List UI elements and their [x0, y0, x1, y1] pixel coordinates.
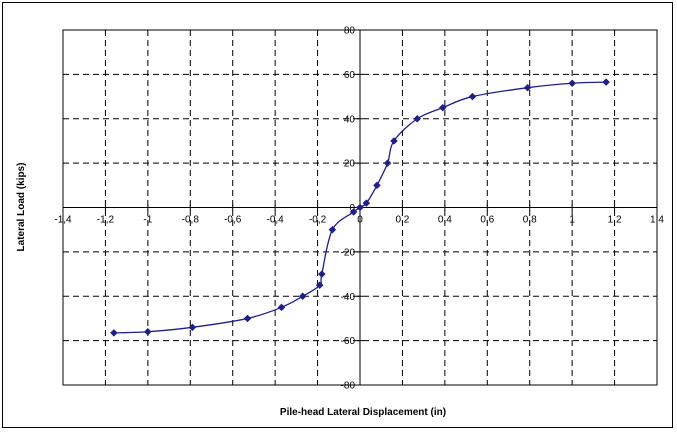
data-point: [188, 323, 197, 332]
x-tick-label: -1: [143, 215, 152, 226]
data-point: [413, 114, 422, 123]
y-tick-label: -80: [341, 381, 356, 392]
gridlines: [63, 30, 657, 385]
x-tick-label: -1,4: [54, 215, 72, 226]
x-tick-label: -0,2: [309, 215, 327, 226]
data-point: [277, 303, 286, 312]
data-point: [110, 329, 118, 337]
x-tick-label: 1,2: [608, 215, 622, 226]
data-point: [362, 199, 371, 207]
x-tick-label: 1,4: [650, 215, 664, 226]
y-tick-labels: -80 -60 -40 -20 0 20 40 60 80: [341, 26, 356, 392]
x-tick-label: -0,8: [182, 215, 200, 226]
y-tick-label: -40: [341, 292, 356, 303]
data-point: [349, 208, 358, 216]
y-tick-label: -20: [341, 247, 356, 258]
x-axis-title: Pile-head Lateral Displacement (in): [280, 407, 446, 418]
x-tick-label: -0,4: [267, 215, 285, 226]
data-point: [328, 225, 337, 234]
x-tick-label: 0,6: [480, 215, 494, 226]
data-point: [468, 92, 477, 101]
x-tick-label: 1: [569, 215, 575, 226]
data-point: [602, 78, 610, 86]
x-tick-label: 0,2: [395, 215, 409, 226]
x-tick-label: 0: [357, 215, 363, 226]
data-point: [315, 281, 324, 290]
data-point: [383, 159, 392, 167]
series-group: [110, 78, 610, 337]
x-tick-label: 0,8: [523, 215, 537, 226]
data-point: [144, 327, 152, 336]
data-point: [373, 181, 381, 190]
data-point: [243, 314, 252, 323]
x-tick-label: -1,2: [97, 215, 115, 226]
data-point: [356, 203, 364, 212]
data-point: [390, 137, 398, 145]
y-tick-label: 20: [344, 159, 356, 170]
y-tick-label: 80: [344, 26, 356, 37]
y-axis-title: Lateral Load (kips): [16, 163, 27, 252]
data-point: [568, 79, 576, 88]
y-tick-label: 0: [349, 203, 355, 214]
x-tick-label: 0,4: [438, 215, 452, 226]
data-point: [298, 292, 307, 301]
x-tick-label: -0,6: [224, 215, 242, 226]
y-tick-label: 60: [344, 70, 356, 81]
data-point: [438, 103, 447, 112]
y-tick-label: 40: [344, 114, 356, 125]
data-point: [317, 270, 326, 278]
x-tick-labels: -1,4 -1,2 -1 -0,8 -0,6 -0,4 -0,2 0 0,2 0,4 0,6 0,8 1…: [54, 215, 664, 226]
y-tick-label: -60: [341, 336, 356, 347]
data-point: [523, 83, 532, 92]
